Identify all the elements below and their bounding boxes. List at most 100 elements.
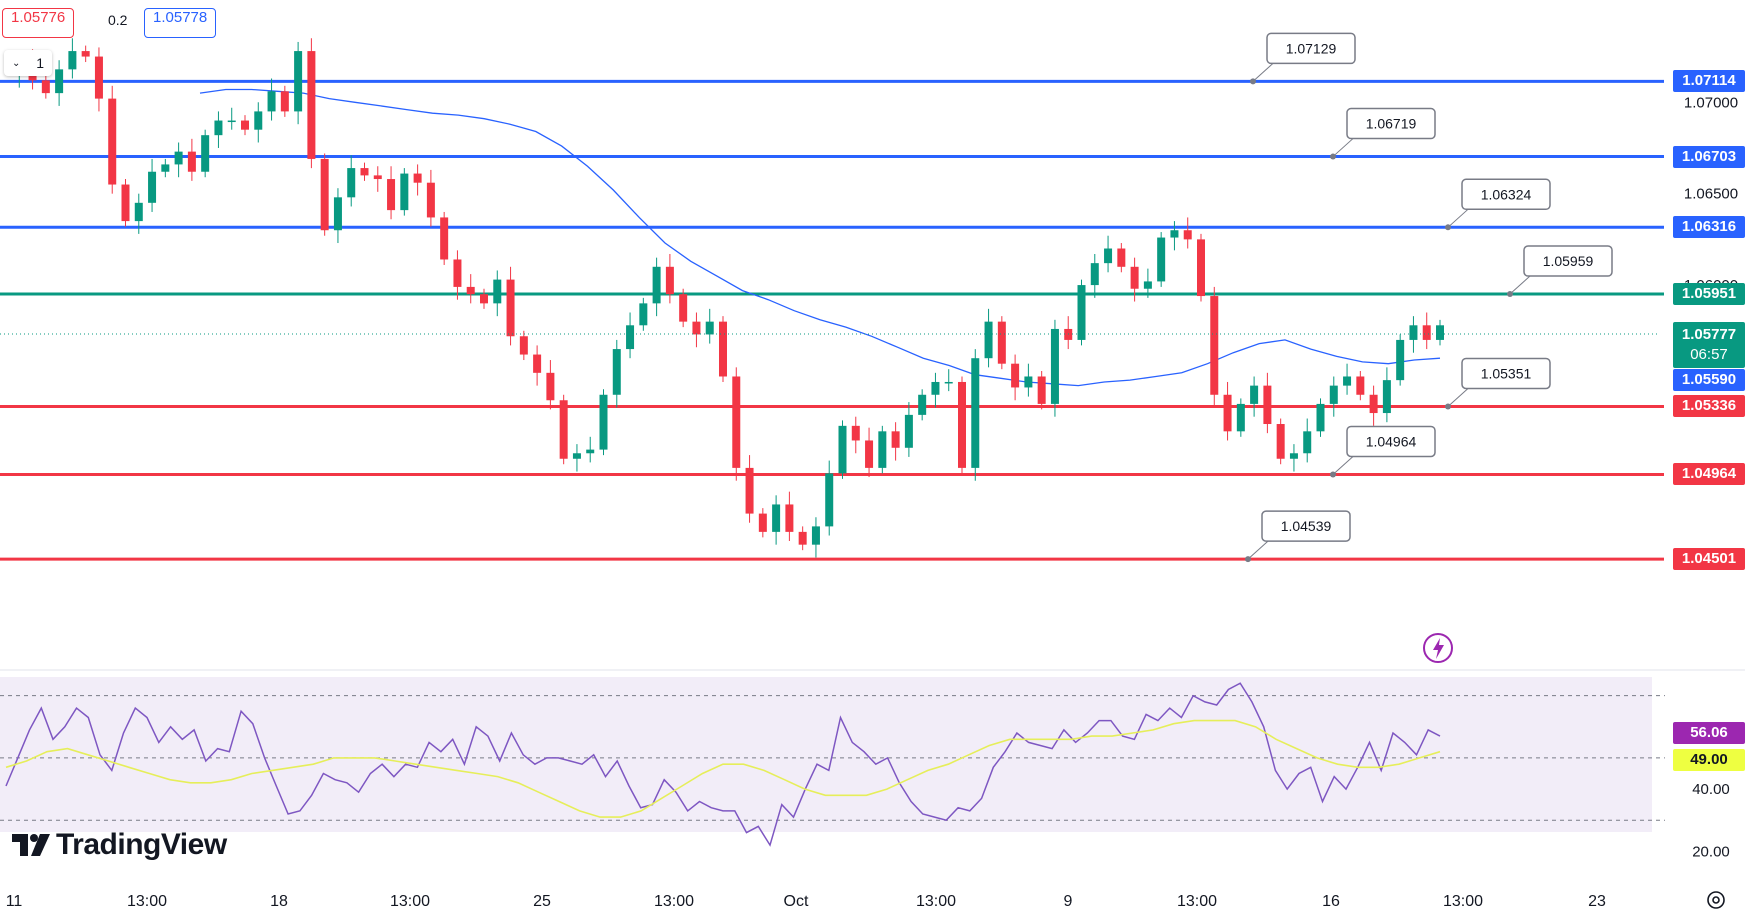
candle-body <box>1090 263 1099 286</box>
level-price-box: 1.04964 <box>1673 463 1745 486</box>
candle-body <box>1303 431 1312 454</box>
candle-body <box>798 531 807 545</box>
candle-body <box>719 321 727 377</box>
callout-anchor <box>1330 153 1336 160</box>
candle-body <box>333 197 342 231</box>
candle-body <box>1276 424 1285 459</box>
candle-body <box>665 266 674 295</box>
candle-body <box>254 111 263 130</box>
sell-price-button[interactable]: 1.05776 <box>2 8 75 38</box>
candle-body <box>400 173 409 211</box>
lightning-icon[interactable] <box>1423 633 1453 663</box>
callout-pointer <box>1447 208 1469 228</box>
candle-body <box>1382 380 1391 414</box>
candle-body <box>1356 376 1365 395</box>
candle-body <box>1436 325 1444 340</box>
candle-body <box>1130 266 1139 289</box>
candle-body <box>758 513 767 532</box>
candle-body <box>971 358 980 468</box>
candle-body <box>426 182 435 218</box>
callout-label: 1.04964 <box>1366 433 1417 449</box>
candle-body <box>493 279 502 304</box>
candle-body <box>904 414 913 448</box>
candle-body <box>997 321 1006 364</box>
candle-body <box>772 504 781 532</box>
moving-average-box: 1.05590 <box>1673 369 1745 391</box>
candle-body <box>811 526 820 545</box>
level-price-box: 1.05951 <box>1673 283 1745 306</box>
level-price-box: 1.06316 <box>1673 216 1745 239</box>
callout-pointer <box>1332 456 1354 475</box>
candle-body <box>1250 385 1259 404</box>
candle-body <box>1024 376 1033 388</box>
candle-body <box>825 473 834 527</box>
candle-body <box>732 376 741 468</box>
candle-body <box>1289 453 1298 459</box>
callout-pointer <box>1247 540 1269 560</box>
last-price-box: 1.05777 06:57 <box>1673 322 1745 368</box>
candle-body <box>612 349 621 395</box>
candle-body <box>918 394 927 415</box>
callout-anchor <box>1330 471 1336 478</box>
rsi-axis-tick-label: 40.00 <box>1692 781 1730 798</box>
candle-body <box>944 381 953 384</box>
candle-body <box>466 286 475 295</box>
candle-body <box>1396 339 1405 381</box>
rsi-signal-line <box>5 719 1441 818</box>
candle-body <box>705 321 714 335</box>
callout-box <box>1346 425 1436 458</box>
candle-body <box>745 467 754 514</box>
callout-pointer <box>1447 388 1469 407</box>
interval-label: 1 <box>36 55 45 71</box>
candle-body <box>214 120 223 136</box>
candle-body <box>1170 230 1179 238</box>
callout-anchor <box>1250 78 1256 85</box>
candle-body <box>1409 325 1418 340</box>
candle-body <box>347 168 356 198</box>
callout-anchor <box>1445 224 1451 231</box>
callout-box <box>1266 32 1356 65</box>
x-axis-tick-label: 13:00 <box>1443 893 1483 910</box>
callout-box <box>1461 178 1551 211</box>
x-axis-tick-label: Oct <box>784 893 809 910</box>
callout-box <box>1346 107 1436 140</box>
callout-box <box>1523 245 1613 277</box>
candle-body <box>679 294 688 322</box>
candle-body <box>387 179 396 211</box>
rsi-band <box>0 677 1652 832</box>
tradingview-logo-icon <box>12 834 50 856</box>
candle-body <box>1117 248 1126 267</box>
candle-body <box>187 151 196 172</box>
interval-selector[interactable]: ⌄ 1 <box>4 50 52 76</box>
tradingview-logo: TradingView <box>10 828 227 862</box>
level-price-box: 1.06703 <box>1673 145 1745 168</box>
rsi-signal-box: 49.00 <box>1673 749 1745 771</box>
settings-icon[interactable] <box>1707 891 1725 909</box>
spread-value: 0.2 <box>108 12 128 28</box>
candle-body <box>519 336 528 355</box>
candle-body <box>1104 248 1113 264</box>
candle-body <box>320 158 329 231</box>
x-axis-tick-label: 13:00 <box>390 893 430 910</box>
candle-body <box>1143 281 1152 289</box>
candle-body <box>68 51 77 70</box>
candle-body <box>1210 296 1219 395</box>
candle-body <box>1077 285 1086 340</box>
candle-body <box>108 98 117 185</box>
candle-body <box>294 51 303 112</box>
candle-body <box>546 372 555 401</box>
candle-body <box>891 431 900 448</box>
countdown-value: 06:57 <box>1690 346 1728 363</box>
candle-body <box>1329 385 1338 404</box>
candle-body <box>480 294 488 304</box>
rsi-value-box: 56.06 <box>1673 722 1745 744</box>
candle-body <box>1223 394 1232 432</box>
x-axis-tick-label: 13:00 <box>127 893 167 910</box>
buy-price-button[interactable]: 1.05778 <box>144 8 217 38</box>
rsi-line <box>5 682 1441 847</box>
x-axis-tick-label: 13:00 <box>1177 893 1217 910</box>
candle-body <box>1369 394 1378 414</box>
candle-body <box>161 164 170 172</box>
x-axis-tick-label: 9 <box>1064 893 1073 910</box>
